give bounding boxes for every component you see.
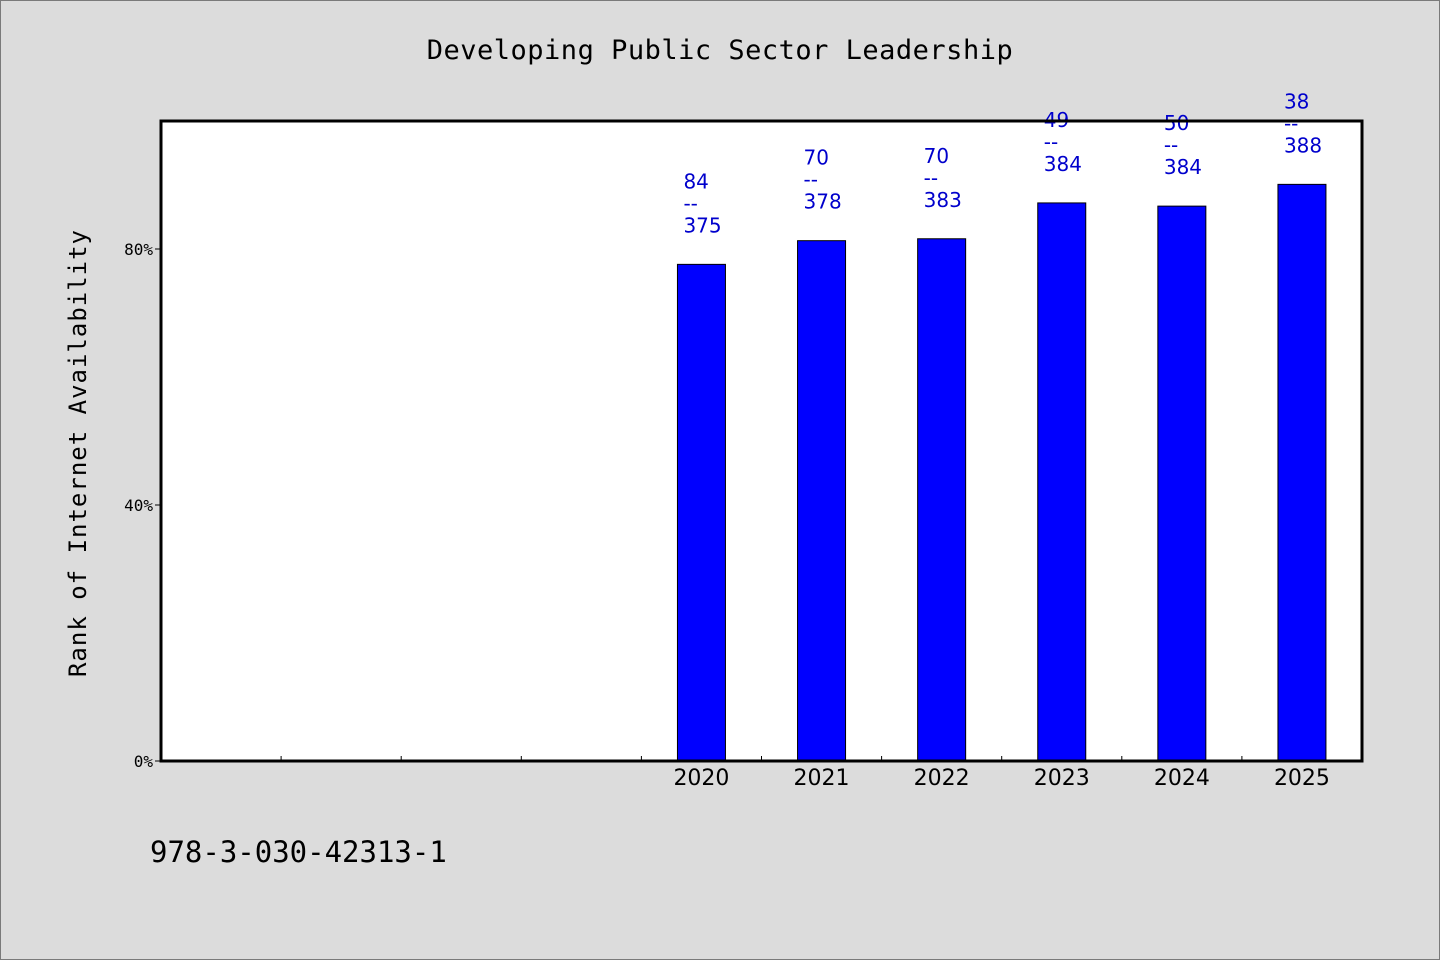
bar-data-label: 384 bbox=[1164, 155, 1202, 179]
bar-data-label: 378 bbox=[804, 190, 842, 214]
bar bbox=[1157, 205, 1207, 762]
x-tick-label: 2022 bbox=[914, 766, 970, 791]
x-tick-label: 2024 bbox=[1154, 766, 1210, 791]
bar-data-label: -- bbox=[683, 191, 697, 215]
chart-title: Developing Public Sector Leadership bbox=[426, 35, 1014, 66]
x-tick-label: 2023 bbox=[1034, 766, 1090, 791]
bar-data-label: -- bbox=[1284, 111, 1298, 135]
bar-data-label: -- bbox=[1164, 133, 1178, 157]
y-tick-label: 40% bbox=[124, 496, 153, 515]
bar-data-label: 38 bbox=[1284, 89, 1309, 113]
bar bbox=[676, 263, 726, 762]
bar-data-label: 388 bbox=[1284, 133, 1322, 157]
y-tick-label: 80% bbox=[124, 240, 153, 259]
bar-data-label: -- bbox=[804, 168, 818, 192]
footnote-isbn: 978-3-030-42313-1 bbox=[150, 835, 447, 869]
x-tick-label: 2025 bbox=[1274, 766, 1330, 791]
bar-data-label: -- bbox=[924, 166, 938, 190]
bar-data-label: 84 bbox=[683, 169, 708, 193]
bar bbox=[797, 240, 847, 762]
x-tick-label: 2021 bbox=[794, 766, 850, 791]
plot-border bbox=[159, 119, 1364, 763]
bar-data-label: -- bbox=[1044, 130, 1058, 154]
bar-data-label: 375 bbox=[683, 213, 721, 237]
bar-data-label: 383 bbox=[924, 188, 962, 212]
bar-data-label: 384 bbox=[1044, 152, 1082, 176]
bar bbox=[1037, 202, 1087, 762]
y-tick-label: 0% bbox=[134, 752, 154, 771]
bar-data-label: 50 bbox=[1164, 111, 1189, 135]
bar-data-label: 70 bbox=[924, 144, 949, 168]
bar bbox=[1277, 183, 1327, 762]
bar bbox=[917, 238, 967, 762]
bar-data-label: 70 bbox=[804, 146, 829, 170]
x-tick-label: 2020 bbox=[673, 766, 729, 791]
